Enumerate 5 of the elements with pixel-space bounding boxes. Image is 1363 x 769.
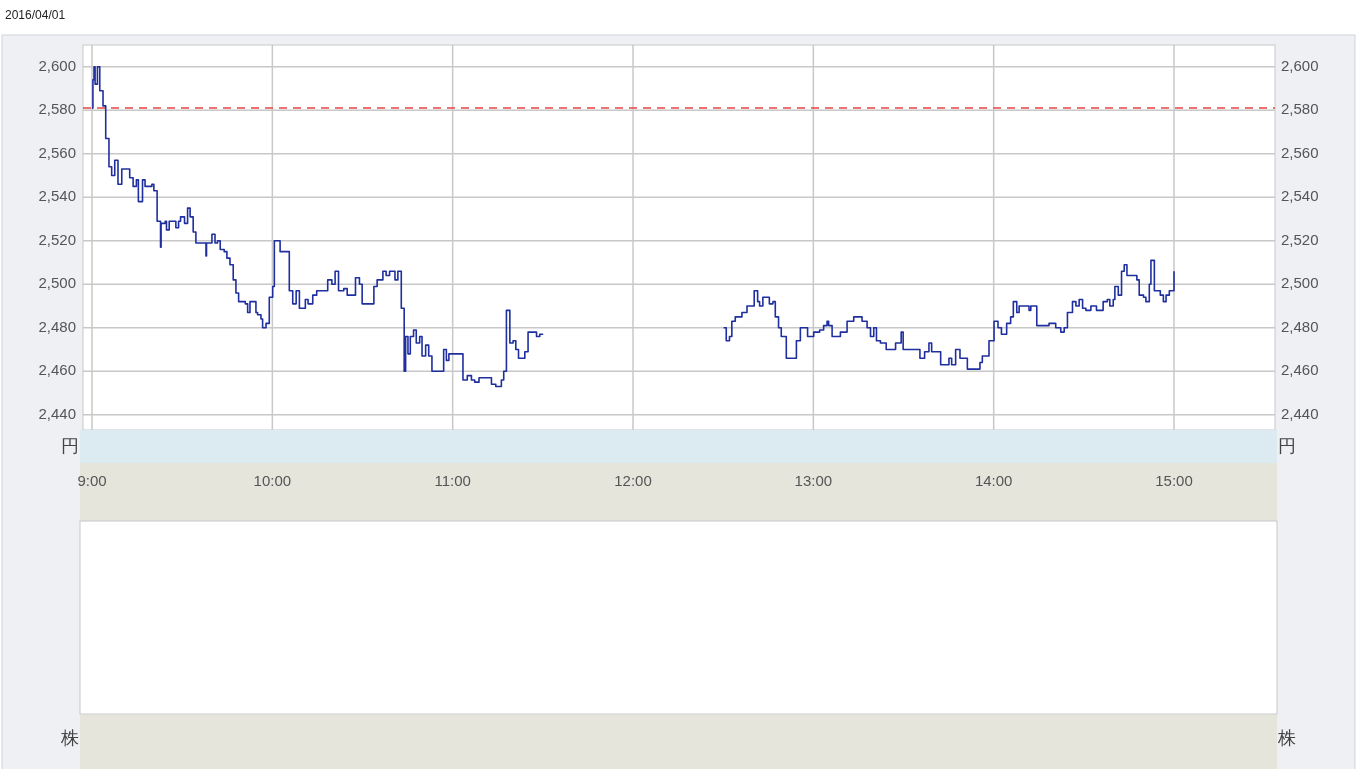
annotation: 株 bbox=[61, 727, 79, 748]
ylabel: 円 bbox=[61, 435, 79, 456]
title: 2016/04/01 bbox=[5, 8, 66, 23]
annotation: 株 bbox=[1278, 727, 1296, 748]
y2label: 円 bbox=[1278, 435, 1296, 456]
